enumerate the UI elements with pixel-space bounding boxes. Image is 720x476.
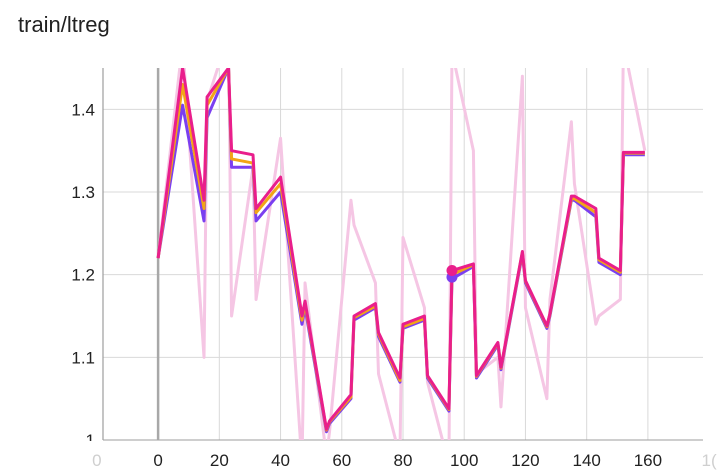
series-line-magenta [156,68,645,431]
y-tick-label: 1.2 [71,266,95,285]
y-tick-label: 1.3 [71,183,95,202]
x-tick-label-faint: 1( [702,451,717,470]
x-tick-label: 20 [210,451,229,470]
x-tick-label: 140 [572,451,600,470]
x-tick-label: 120 [511,451,539,470]
x-tick-label: 0 [153,451,162,470]
x-tick-label: 40 [271,451,290,470]
x-tick-label: 160 [634,451,662,470]
y-tick-label: 1.4 [71,100,95,119]
y-tick-label: 1.1 [71,348,95,367]
series-layer [156,68,647,440]
x-tick-label-faint: 0 [92,451,101,470]
chart-title: train/ltreg [18,12,110,37]
x-tick-label: 60 [332,451,351,470]
x-tick-label: 80 [394,451,413,470]
x-tick-label: 100 [450,451,478,470]
series-marker-magenta [446,265,458,277]
y-tick-label-partial: 1 [86,431,95,450]
